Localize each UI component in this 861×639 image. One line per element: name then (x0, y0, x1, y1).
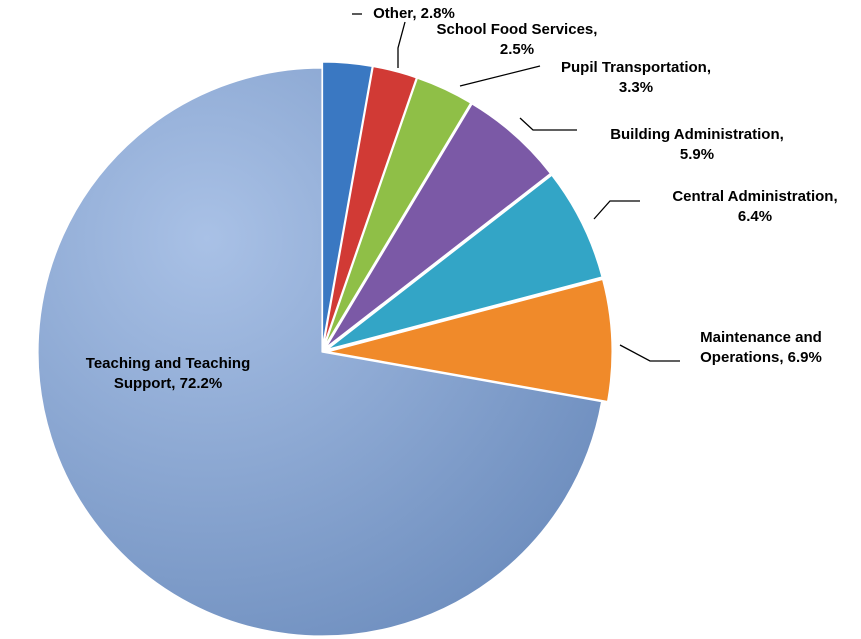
leader-lines-layer (352, 13, 680, 362)
data-label: Central Administration, 6.4% (672, 188, 837, 225)
pie-slice-maintenance-and-operations (327, 278, 613, 403)
pie-slice-central-administration (326, 174, 603, 350)
slices-layer (37, 61, 613, 637)
pie-slice-pupil-transportation (323, 77, 472, 348)
leader-line (619, 344, 680, 362)
data-label: Teaching and Teaching Support, 72.2% (86, 355, 250, 392)
data-label: Pupil Transportation, 3.3% (561, 59, 711, 96)
pie-slice-building-administration (325, 103, 551, 349)
data-label: School Food Services, 2.5% (437, 21, 598, 58)
pie-slice-teaching-and-teaching-support (37, 67, 603, 637)
leader-line (519, 117, 577, 131)
leader-line (459, 65, 541, 87)
data-label: Other, 2.8% (373, 5, 455, 22)
data-label: Maintenance and Operations, 6.9% (700, 329, 822, 366)
pie-slice-school-food-services (322, 65, 417, 347)
leader-line (397, 21, 406, 68)
data-label: Building Administration, 5.9% (610, 126, 784, 163)
labels-layer: Other, 2.8%School Food Services, 2.5%Pupi… (86, 5, 838, 392)
pie-slice-other (321, 61, 373, 347)
leader-line (593, 200, 640, 220)
